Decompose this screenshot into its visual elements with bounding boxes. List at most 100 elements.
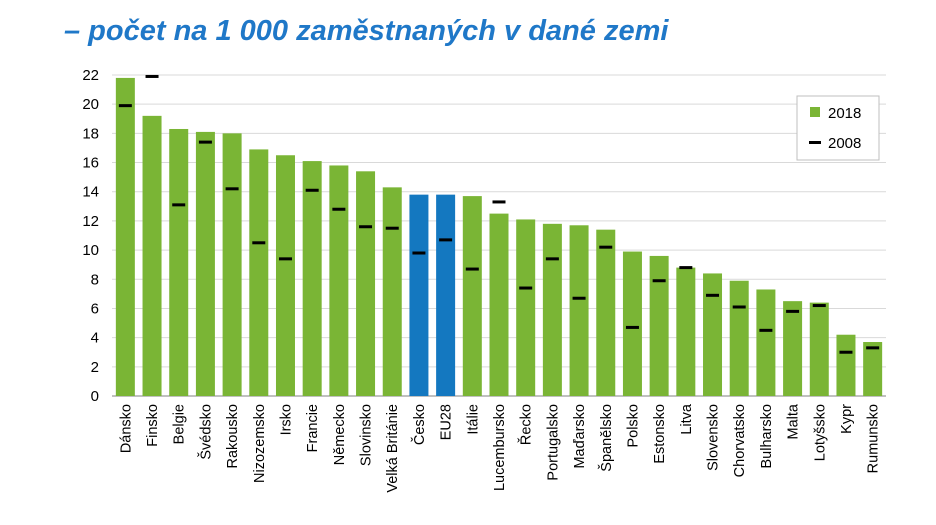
marker-2008-21	[679, 266, 693, 270]
bar-5	[249, 149, 269, 396]
bar-26	[809, 302, 829, 396]
marker-2008-13	[465, 267, 479, 271]
y-tick-label: 0	[91, 388, 99, 405]
x-tick-label: Polsko	[625, 404, 641, 448]
bar-3	[195, 131, 215, 396]
marker-2008-18	[599, 245, 613, 249]
bar-7	[302, 161, 322, 396]
y-tick-label: 12	[82, 213, 99, 230]
y-tick-label: 16	[82, 155, 99, 172]
marker-2008-4	[225, 187, 239, 191]
legend: 2018 2008	[796, 95, 880, 161]
x-tick-label: Rumunsko	[866, 404, 882, 473]
bar-1	[142, 115, 162, 396]
bar-18	[596, 229, 616, 396]
x-tick-label: Řecko	[518, 404, 535, 445]
x-tick-label: Belgie	[172, 404, 188, 444]
x-tick-label: Lucembursko	[492, 404, 508, 491]
bar-17	[569, 225, 589, 396]
bar-23	[729, 280, 749, 396]
x-tick-label: Estonsko	[652, 404, 668, 464]
marker-2008-1	[145, 74, 159, 78]
y-tick-label: 6	[91, 300, 99, 317]
x-tick-label: Malta	[786, 403, 802, 439]
legend-label-2008: 2008	[828, 135, 861, 152]
marker-2008-26	[812, 304, 826, 308]
bar-27	[836, 334, 856, 396]
x-tick-label: Irsko	[278, 404, 294, 435]
marker-2008-23	[732, 305, 746, 309]
x-tick-label: Slovensko	[706, 404, 722, 471]
bar-16	[542, 223, 562, 396]
legend-swatch-2008	[809, 141, 821, 144]
y-axis-ticks: 0 2 4 6 8 10 12 14 16 18 20 22	[82, 67, 99, 405]
y-tick-label: 18	[82, 125, 99, 142]
marker-2008-7	[305, 188, 319, 192]
bar-6	[275, 155, 295, 396]
x-tick-label: Maďarsko	[572, 404, 588, 469]
x-tick-label: Lotyšsko	[812, 404, 828, 461]
x-tick-label: Chorvatsko	[732, 404, 748, 477]
x-tick-label: Velká Británie	[385, 404, 401, 493]
x-tick-label: Rakousko	[225, 404, 241, 468]
marker-2008-9	[359, 225, 373, 229]
bar-8	[329, 165, 349, 396]
x-tick-label: Nizozemsko	[252, 404, 268, 483]
x-tick-label: EU28	[439, 404, 455, 440]
x-tick-label: Portugalsko	[545, 404, 561, 481]
marker-2008-10	[385, 226, 399, 230]
marker-2008-28	[866, 346, 880, 350]
chart-title-line-2: – počet na 1 000 zaměstnaných v dané zem…	[64, 15, 669, 47]
bar-2	[169, 128, 189, 396]
x-tick-label: Dánsko	[118, 404, 134, 453]
x-tick-label: Francie	[305, 404, 321, 452]
bar-20	[649, 255, 669, 396]
x-tick-label: Španělsko	[598, 404, 615, 472]
marker-2008-25	[786, 309, 800, 313]
bar-13	[462, 196, 482, 396]
marker-2008-5	[252, 241, 266, 245]
x-axis-labels: Dánsko Finsko Belgie Švédsko Rakousko Nizozem…	[118, 403, 881, 493]
bar-24	[756, 289, 776, 396]
x-tick-label: Itálie	[465, 404, 481, 435]
y-tick-label: 14	[82, 184, 99, 201]
bar-0	[115, 77, 135, 396]
x-tick-label: Finsko	[145, 404, 161, 447]
legend-label-2018: 2018	[828, 105, 861, 122]
marker-2008-6	[278, 257, 292, 261]
bar-12	[436, 194, 456, 396]
x-tick-label: Česko	[411, 404, 428, 445]
y-tick-label: 4	[91, 330, 99, 347]
marker-2008-12	[439, 238, 453, 242]
y-tick-label: 22	[82, 67, 99, 84]
bars-2018	[115, 77, 883, 396]
marker-2008-14	[492, 200, 506, 204]
bar-14	[489, 213, 509, 396]
bar-25	[783, 301, 803, 396]
marker-2008-8	[332, 207, 346, 211]
y-tick-label: 8	[91, 271, 99, 288]
bar-15	[516, 219, 536, 396]
y-tick-label: 20	[82, 96, 99, 113]
markers-2008	[118, 74, 880, 354]
marker-2008-24	[759, 328, 773, 332]
marker-2008-0	[118, 104, 132, 108]
marker-2008-20	[652, 279, 666, 283]
marker-2008-17	[572, 296, 586, 300]
bar-4	[222, 133, 242, 396]
legend-swatch-2018	[810, 107, 820, 117]
marker-2008-2	[172, 203, 186, 207]
bar-10	[382, 187, 402, 396]
marker-2008-22	[706, 293, 720, 297]
bar-22	[703, 273, 723, 396]
x-tick-label: Kypr	[839, 404, 855, 434]
y-tick-label: 2	[91, 359, 99, 376]
bar-11	[409, 194, 429, 396]
y-tick-label: 10	[82, 242, 99, 259]
bar-21	[676, 267, 696, 396]
legend-box	[796, 95, 880, 161]
x-tick-label: Slovinsko	[359, 404, 375, 466]
marker-2008-19	[625, 325, 639, 329]
bar-9	[356, 171, 376, 396]
marker-2008-15	[519, 286, 533, 290]
